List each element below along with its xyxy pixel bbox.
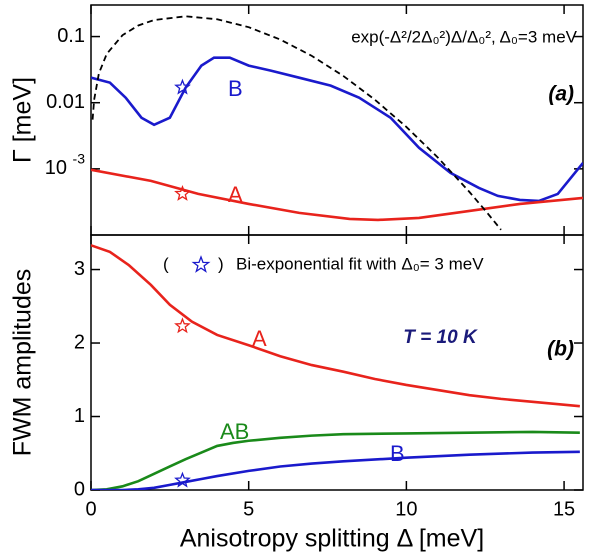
panel-label: (a) [548, 83, 574, 106]
series-line [91, 168, 583, 222]
x-tick-label: 15 [553, 498, 575, 520]
y-tick-label: 2 [74, 331, 85, 353]
legend-paren: ) [218, 254, 224, 273]
y-axis-label: FWM amplitudes [9, 269, 37, 457]
fit-marker [174, 317, 191, 334]
legend-star [191, 255, 211, 273]
x-axis-label: Anisotropy splitting Δ [meV] [180, 525, 484, 553]
series-label: AB [220, 419, 249, 444]
series-label: A [252, 326, 267, 351]
fit-marker [174, 184, 191, 201]
series-line [91, 56, 583, 203]
y-tick-label: 10 [45, 157, 67, 179]
series-line [91, 244, 580, 408]
legend-paren: ( [163, 254, 169, 273]
plot-frame [90, 234, 584, 491]
legend-label: Bi-exponential fit with Δ₀= 3 meV [236, 254, 484, 273]
y-axis-label: Γ [meV] [9, 77, 37, 163]
y-tick-label: 1 [74, 405, 85, 427]
fit-marker [174, 78, 191, 95]
series-line [91, 430, 580, 490]
series-line [91, 15, 502, 231]
plot-area [91, 15, 583, 231]
plot-area [91, 244, 580, 490]
y-tick-exponent: -3 [73, 151, 86, 167]
y-tick-label: 3 [74, 258, 85, 280]
x-tick-label: 10 [395, 498, 417, 520]
y-tick-label: 0.1 [57, 25, 85, 47]
y-tick-label: 0 [74, 478, 85, 500]
panel-label: (b) [547, 338, 574, 361]
series-label: B [390, 441, 405, 466]
x-tick-label: 5 [243, 498, 254, 520]
series-label: B [228, 76, 243, 101]
series-line [91, 450, 580, 490]
fit-marker [174, 471, 191, 488]
curve-annotation: exp(-Δ²/2Δ₀²)Δ/Δ₀², Δ₀=3 meV [351, 27, 577, 46]
y-tick-label: 0.01 [46, 91, 85, 113]
annotation: T = 10 K [403, 327, 478, 348]
series-label: A [228, 182, 243, 207]
x-tick-label: 0 [85, 498, 96, 520]
